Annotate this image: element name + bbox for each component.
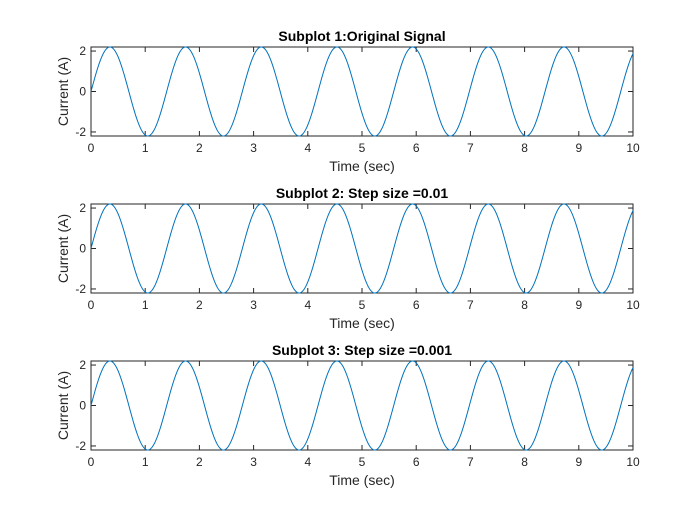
subplot-title-3: Subplot 3: Step size =0.001 [272,342,452,358]
x-tick-label: 5 [359,455,366,469]
y-tick-label: -2 [75,439,86,453]
y-tick-label: 0 [79,399,86,413]
y-axis-label: Current (A) [55,57,71,126]
x-tick-label: 5 [359,141,366,155]
x-tick-label: 1 [142,455,149,469]
plot-area-3 [90,360,634,451]
series-line-1 [90,46,634,137]
x-tick-label: 2 [196,298,203,312]
x-tick-label: 7 [467,141,474,155]
plot-area-1 [90,46,634,137]
x-tick-label: 10 [626,141,640,155]
x-tick-label: 6 [413,298,420,312]
x-tick-label: 8 [521,141,528,155]
x-tick-label: 7 [467,455,474,469]
x-tick-label: 2 [196,455,203,469]
x-axis-label: Time (sec) [329,472,395,488]
x-tick-label: 5 [359,298,366,312]
y-axis-label: Current (A) [55,214,71,283]
x-tick-label: 8 [521,298,528,312]
series-line-2 [90,203,634,294]
x-tick-label: 1 [142,298,149,312]
x-tick-label: 3 [250,141,257,155]
x-axis-label: Time (sec) [329,315,395,331]
x-axis-label: Time (sec) [329,158,395,174]
y-tick-label: 2 [79,44,86,58]
x-tick-label: 4 [304,455,311,469]
x-tick-label: 4 [304,298,311,312]
x-tick-label: 6 [413,141,420,155]
x-tick-label: 10 [626,298,640,312]
series-line-3 [90,360,634,451]
y-tick-label: -2 [75,282,86,296]
y-tick-label: 2 [79,201,86,215]
x-tick-label: 8 [521,455,528,469]
x-tick-label: 9 [575,141,582,155]
subplot-title-2: Subplot 2: Step size =0.01 [276,185,449,201]
x-tick-label: 0 [88,141,95,155]
y-tick-label: -2 [75,125,86,139]
x-tick-label: 9 [575,298,582,312]
plot-area-2 [90,203,634,294]
y-tick-label: 2 [79,358,86,372]
x-tick-label: 0 [88,455,95,469]
subplot-title-1: Subplot 1:Original Signal [278,28,445,44]
x-tick-label: 3 [250,455,257,469]
x-tick-label: 3 [250,298,257,312]
x-tick-label: 7 [467,298,474,312]
y-tick-label: 0 [79,85,86,99]
x-tick-label: 9 [575,455,582,469]
x-tick-label: 2 [196,141,203,155]
x-tick-label: 6 [413,455,420,469]
x-tick-label: 1 [142,141,149,155]
x-tick-label: 0 [88,298,95,312]
x-tick-label: 10 [626,455,640,469]
y-tick-label: 0 [79,242,86,256]
y-axis-label: Current (A) [55,371,71,440]
x-tick-label: 4 [304,141,311,155]
